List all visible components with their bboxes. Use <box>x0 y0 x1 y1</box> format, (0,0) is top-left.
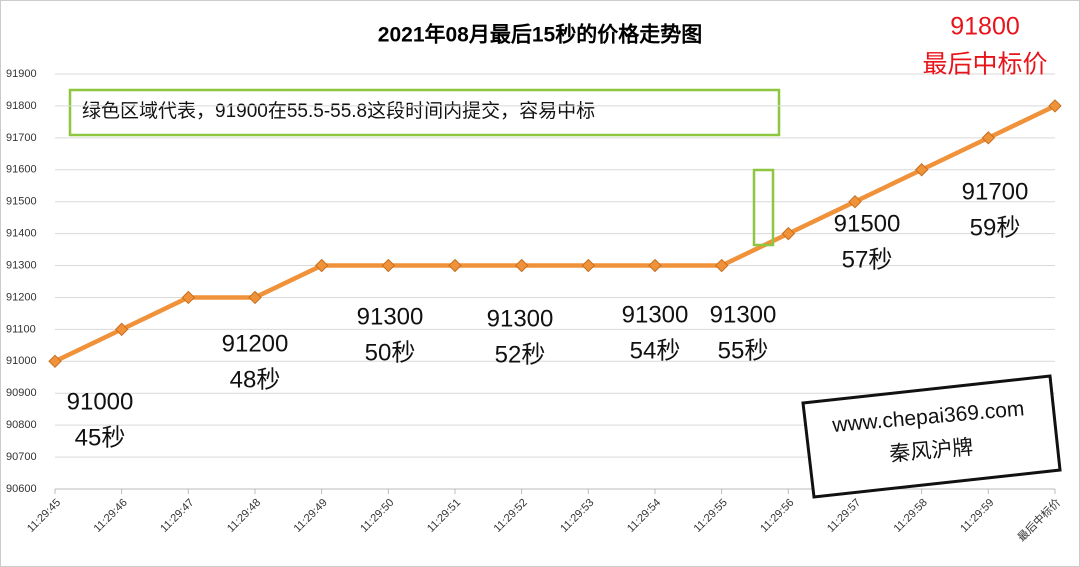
marker <box>48 354 62 369</box>
marker <box>714 258 729 273</box>
annotation: 91300 <box>487 305 554 332</box>
marker <box>981 131 996 145</box>
marker <box>914 163 929 177</box>
marker <box>781 226 796 241</box>
marker <box>1048 99 1062 113</box>
annotation: 54秒 <box>630 337 681 364</box>
marker <box>448 258 462 273</box>
annotation: 91000 <box>67 388 134 415</box>
y-tick-label: 90800 <box>6 419 37 431</box>
annotation: 91300 <box>357 303 424 330</box>
annotation: 45秒 <box>75 424 126 451</box>
chart-title: 2021年08月最后15秒的价格走势图 <box>378 23 702 47</box>
annotation: 91300 <box>622 301 689 328</box>
annotation: 91500 <box>834 210 901 237</box>
y-tick-label: 91400 <box>6 228 37 240</box>
marker <box>248 290 262 305</box>
note: 绿色区域代表，91900在55.5-55.8这段时间内提交，容易中标 <box>82 100 595 122</box>
annotation: 91200 <box>222 330 289 357</box>
y-tick-label: 91700 <box>6 132 37 144</box>
marker <box>314 258 329 273</box>
marker <box>181 290 196 305</box>
final-label: 最后中标价 <box>922 51 1047 79</box>
annotation: 50秒 <box>365 339 416 366</box>
annotation: 91700 <box>962 178 1029 205</box>
annotation: 91300 <box>710 301 777 328</box>
green-zone <box>752 168 775 247</box>
y-tick-label: 90700 <box>6 451 37 463</box>
marker <box>381 258 396 273</box>
annotation: 52秒 <box>495 341 546 368</box>
annotation: 48秒 <box>230 366 281 393</box>
y-tick-label: 91100 <box>6 323 36 335</box>
y-tick-label: 90900 <box>6 387 37 399</box>
annotation: 55秒 <box>718 337 769 364</box>
marker <box>848 194 862 209</box>
y-tick-label: 91300 <box>6 259 37 271</box>
marker <box>514 258 529 273</box>
annotation: 57秒 <box>842 246 893 273</box>
annotation: 59秒 <box>970 214 1021 241</box>
y-tick-label: 91000 <box>6 355 37 367</box>
watermark-box <box>801 374 1062 499</box>
marker <box>648 258 662 273</box>
y-tick-label: 91500 <box>6 196 37 208</box>
y-tick-label: 91900 <box>6 68 37 80</box>
y-tick-label: 91800 <box>6 100 37 112</box>
note-box <box>68 88 781 137</box>
y-tick-label: 91600 <box>6 164 37 176</box>
marker <box>114 322 129 337</box>
y-tick-label: 90600 <box>6 483 37 495</box>
y-tick-label: 91200 <box>6 291 37 303</box>
marker <box>581 258 596 273</box>
final-value: 91800 <box>950 13 1020 41</box>
line <box>54 103 1056 364</box>
